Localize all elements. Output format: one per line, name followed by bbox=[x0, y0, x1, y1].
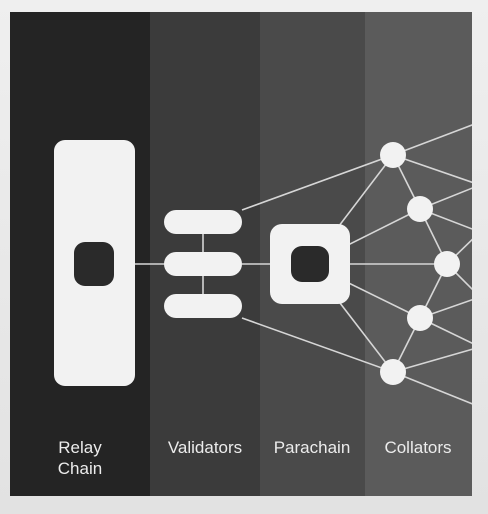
validator-node-3 bbox=[164, 294, 242, 318]
relay-chain-core-icon bbox=[74, 242, 114, 286]
validators-label: Validators bbox=[152, 437, 258, 458]
collators-label: Collators bbox=[366, 437, 470, 458]
nodes-group bbox=[54, 140, 460, 386]
collator-node-4 bbox=[407, 305, 433, 331]
network-diagram bbox=[54, 124, 472, 405]
collators-label-text: Collators bbox=[384, 438, 452, 457]
link-validator-top-collator-1 bbox=[241, 154, 394, 211]
collator-node-1 bbox=[380, 142, 406, 168]
link-collator-1-offscreen-up bbox=[392, 124, 472, 156]
collator-node-2 bbox=[407, 196, 433, 222]
relay-chain-label-line1: Relay bbox=[58, 438, 102, 457]
collator-node-3 bbox=[434, 251, 460, 277]
parachain-label: Parachain bbox=[262, 437, 362, 458]
collator-node-5 bbox=[380, 359, 406, 385]
relay-chain-label-line2: Chain bbox=[57, 459, 103, 478]
diagram-frame: Relay Chain Validators Parachain Collato… bbox=[10, 12, 472, 496]
parachain-label-text: Parachain bbox=[273, 438, 351, 457]
validator-node-1 bbox=[164, 210, 242, 234]
link-collator-1-offscreen bbox=[392, 154, 472, 184]
parachain-core-icon bbox=[291, 246, 329, 282]
link-validator-bottom-collator-5 bbox=[241, 317, 394, 373]
validator-node-2 bbox=[164, 252, 242, 276]
link-collator-5-offscreen-down bbox=[392, 371, 472, 405]
validators-label-text: Validators bbox=[167, 438, 243, 457]
relay-chain-label: Relay Chain bbox=[35, 437, 125, 479]
link-collator-5-offscreen bbox=[392, 348, 472, 373]
